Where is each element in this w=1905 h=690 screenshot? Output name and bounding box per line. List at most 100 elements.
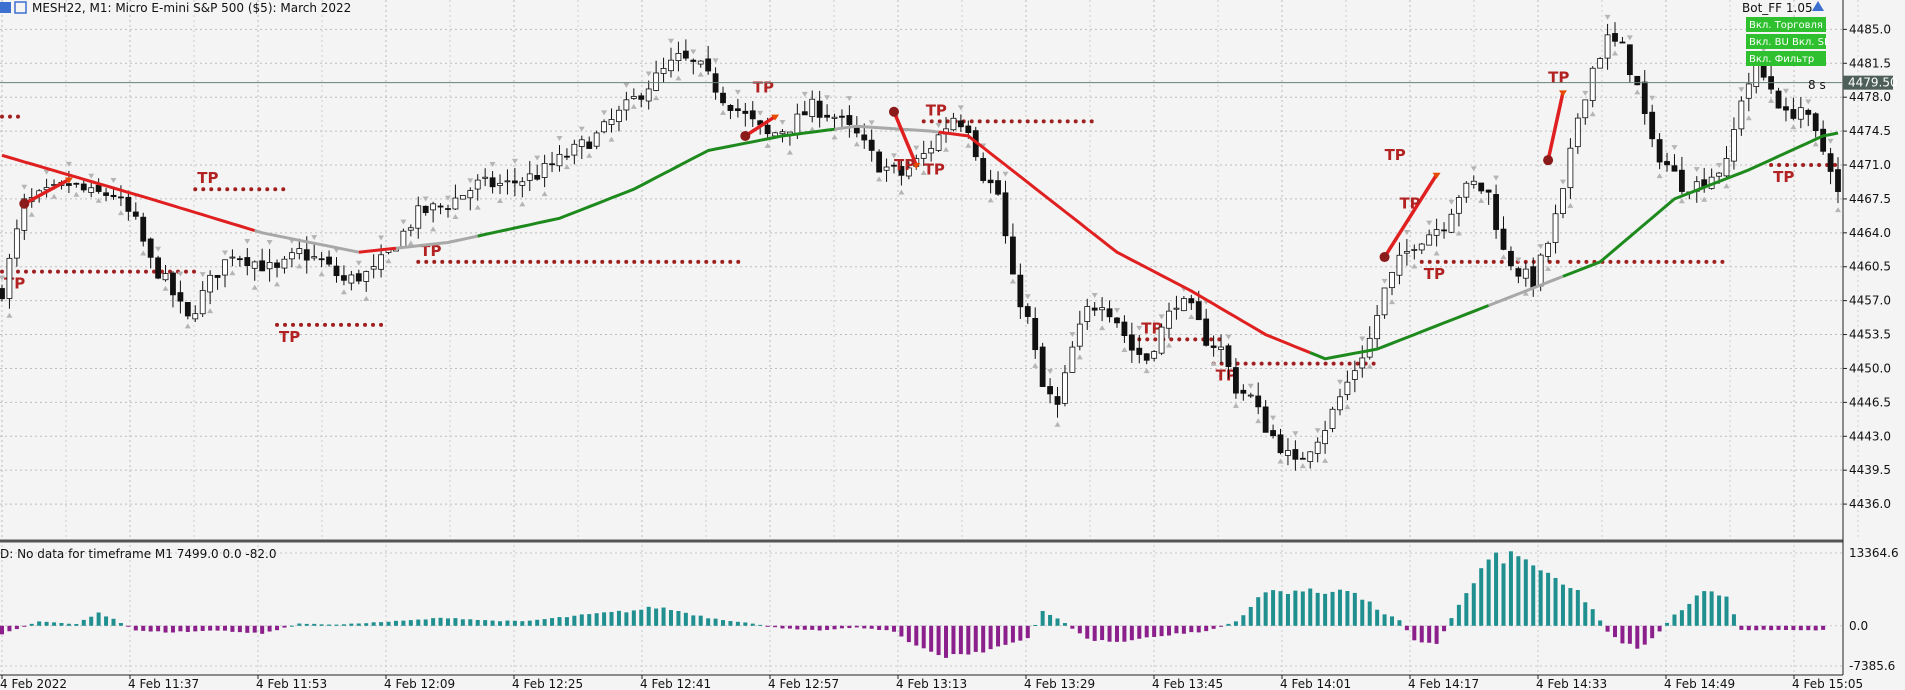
bull-candle-body	[920, 153, 927, 159]
fractal-up-marker	[1002, 171, 1009, 177]
histogram-bar-positive	[66, 623, 71, 626]
tp-label: TP	[1385, 146, 1406, 164]
histogram-bar-positive	[393, 620, 398, 626]
candle	[177, 280, 184, 314]
trade-line	[892, 111, 918, 166]
candle	[214, 275, 221, 290]
bear-candle-body	[170, 272, 176, 296]
bull-candle-body	[1463, 182, 1470, 198]
trade-toggle-button[interactable]	[1746, 17, 1826, 32]
bear-candle-body	[326, 256, 332, 265]
bear-candle-body	[1500, 228, 1507, 250]
bull-candle-body	[207, 274, 214, 293]
candle	[1121, 315, 1128, 343]
trade-entry-marker	[1543, 155, 1554, 166]
candle	[935, 132, 942, 153]
histogram-bar-negative	[795, 625, 800, 630]
bull-candle-body	[251, 261, 258, 269]
tp-dot	[307, 322, 312, 327]
fractal-up-marker	[690, 49, 697, 55]
fractal-up-marker	[1270, 415, 1277, 421]
bull-candle-body	[1285, 450, 1291, 456]
histogram-bar-positive	[750, 623, 755, 626]
histogram-bar-positive	[118, 623, 123, 626]
histogram-bar-negative	[847, 625, 852, 629]
bull-candle-body	[1076, 323, 1083, 347]
fractal-down-marker	[1656, 173, 1663, 179]
tp-dot	[616, 259, 621, 264]
histogram-bar-positive	[1449, 618, 1454, 626]
chart-icon[interactable]	[0, 2, 11, 13]
candle	[712, 67, 719, 100]
histogram-bar-negative	[891, 625, 896, 632]
histogram-bar-positive	[1553, 577, 1558, 626]
histogram-bar-positive	[1033, 624, 1038, 626]
candle	[1351, 360, 1358, 393]
fractal-up-marker	[890, 153, 897, 159]
tp-dot	[120, 269, 124, 274]
time-tick-label: 4 Feb 13:29	[1024, 677, 1095, 690]
histogram-bar-negative	[1427, 625, 1432, 643]
histogram-bar-negative	[252, 625, 257, 633]
fractal-up-marker	[868, 120, 875, 126]
fractal-up-marker	[355, 260, 362, 266]
candle	[43, 178, 50, 198]
tp-dot	[355, 322, 360, 327]
histogram-bar-negative	[1018, 625, 1023, 641]
fractal-up-marker	[1426, 220, 1433, 226]
tp-dot	[456, 259, 461, 264]
tp-dot	[1672, 259, 1677, 264]
tp-dot	[1491, 259, 1496, 264]
histogram-bar-negative	[1189, 625, 1194, 633]
histogram-bar-negative	[200, 625, 205, 631]
fractal-up-marker	[1292, 431, 1299, 437]
bear-candle-body	[244, 257, 251, 266]
tp-dot	[323, 322, 328, 327]
bu-sl-toggle-button[interactable]	[1746, 34, 1826, 49]
tp-dot	[1057, 119, 1062, 124]
candle	[727, 104, 734, 120]
histogram-bar-positive	[1308, 588, 1313, 626]
fractal-down-marker	[831, 134, 838, 140]
tp-dot	[1608, 259, 1613, 264]
tp-dot	[1331, 361, 1336, 366]
window-icon[interactable]	[14, 1, 27, 14]
price-axis[interactable]: 4485.0 4481.5 4478.0 4474.5 4471.0 4467.5 4464…	[1843, 22, 1891, 511]
candle	[1426, 229, 1433, 246]
histogram-bar-positive	[1590, 609, 1595, 626]
tp-dot	[283, 322, 288, 327]
bull-candle-body	[266, 262, 273, 270]
bear-candle-body	[445, 208, 451, 210]
tp-dot	[1616, 259, 1621, 264]
candle	[333, 257, 340, 283]
trade-entry-marker	[740, 130, 751, 141]
time-axis[interactable]: 4 Feb 2022 4 Feb 11:37 4 Feb 11:53 4 Feb 12…	[0, 675, 1863, 690]
tp-dot	[696, 259, 701, 264]
bear-candle-body	[318, 258, 325, 261]
tp-dot	[1656, 259, 1661, 264]
candle	[422, 205, 429, 216]
tp-dot	[480, 259, 485, 264]
trade-exit-marker	[912, 163, 921, 170]
tp-dot	[275, 322, 280, 327]
histogram-bar-negative	[1769, 625, 1774, 631]
fractal-up-marker	[734, 89, 741, 95]
histogram-bar-positive	[594, 613, 599, 626]
expert-hat-icon[interactable]	[1812, 1, 1824, 11]
histogram-bar-negative	[1442, 625, 1447, 632]
candle	[1835, 157, 1841, 204]
bull-candle-body	[950, 117, 957, 131]
histogram-bar-positive	[386, 621, 391, 626]
bear-candle-body	[1277, 434, 1284, 454]
tp-dot	[1680, 259, 1685, 264]
candle	[690, 58, 697, 75]
indicator-scale-label: 13364.6	[1849, 546, 1899, 560]
filter-toggle-button[interactable]	[1746, 51, 1826, 66]
histogram-bar-positive	[1241, 615, 1246, 626]
histogram-bar-negative	[869, 625, 874, 629]
histogram-bar-negative	[1412, 625, 1417, 641]
bu-sl-toggle-label: Вкл. BU Вкл. SL	[1749, 37, 1830, 48]
histogram-bar-negative	[877, 625, 882, 630]
fractal-down-marker	[1076, 354, 1083, 360]
